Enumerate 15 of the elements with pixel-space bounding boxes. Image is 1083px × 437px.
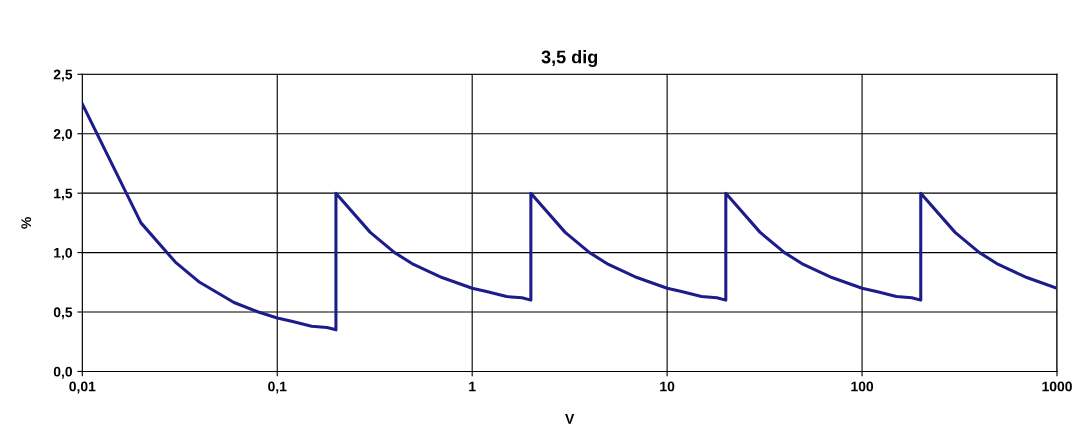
chart-title: 3,5 dig	[541, 50, 598, 67]
x-tick-label: 0,01	[69, 381, 96, 394]
y-tick-label: 1,5	[54, 188, 73, 201]
y-tick-label: 0,5	[53, 307, 73, 320]
x-tick-label: 0,1	[268, 381, 287, 394]
y-tick-label: 2,5	[53, 69, 73, 82]
x-axis-title: V	[565, 414, 575, 424]
x-tick-label: 100	[851, 381, 874, 392]
x-tick-label: 1	[469, 381, 476, 392]
y-tick-label: 2,0	[53, 129, 73, 141]
y-axis-title: %	[21, 217, 32, 229]
y-tick-label: 0,0	[53, 366, 73, 379]
y-tick-label: 1,0	[54, 247, 73, 260]
x-tick-label: 10	[660, 381, 675, 392]
x-tick-label: 1000	[1042, 381, 1072, 392]
